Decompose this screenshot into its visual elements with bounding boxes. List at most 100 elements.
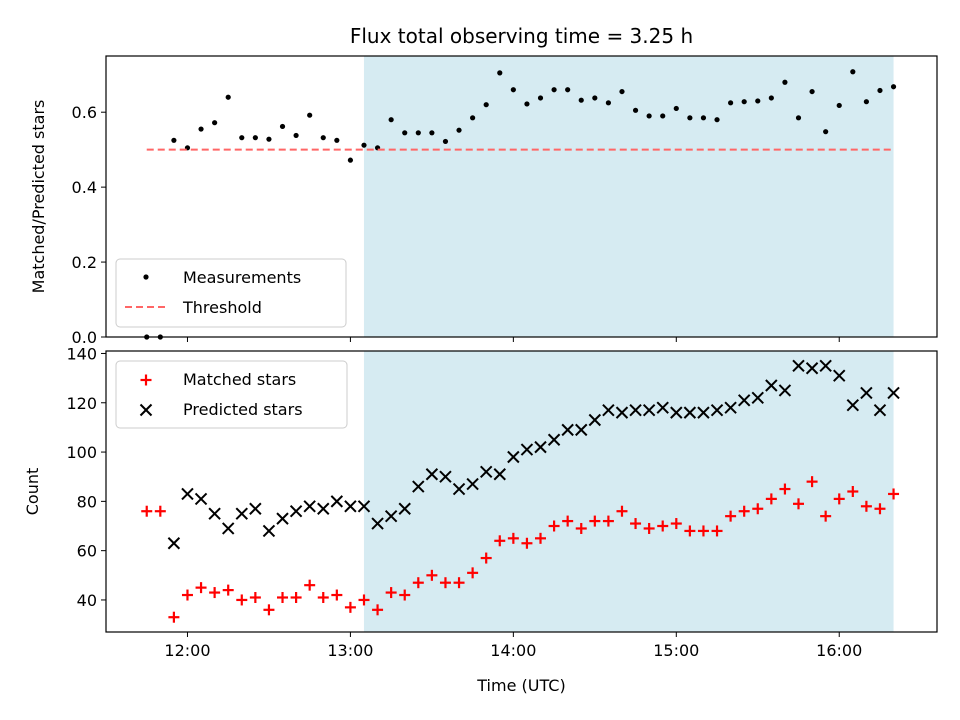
measurement-point	[402, 130, 408, 136]
cross-marker-b	[479, 465, 493, 478]
matched-star-point	[725, 510, 737, 522]
measurement-point	[714, 117, 720, 123]
predicted-star-point	[330, 495, 344, 508]
predicted-star-point	[670, 406, 683, 419]
matched-star-point	[358, 594, 370, 606]
predicted-star-point	[412, 480, 425, 493]
cross-marker-b	[547, 433, 561, 446]
matched-star-point	[562, 515, 574, 527]
cross-marker-b	[181, 487, 194, 501]
count-y-axis-label: Count	[23, 468, 42, 516]
predicted-star-point	[575, 423, 588, 437]
cross-marker-b	[737, 394, 751, 407]
count-panel-y-ticks: 40 60 80 100 120 140	[66, 344, 106, 610]
y-tick-label: 120	[66, 394, 97, 413]
matched-star-point	[806, 476, 818, 488]
predicted-star-point	[384, 509, 398, 523]
measurement-point	[334, 137, 340, 143]
measurements-series	[144, 69, 897, 340]
cross-marker-b	[724, 401, 737, 414]
matched-star-point	[630, 518, 642, 530]
legend-matched-marker	[140, 374, 152, 386]
y-tick-label: 40	[77, 591, 97, 610]
matched-star-point	[209, 587, 221, 599]
matched-star-point	[535, 532, 547, 544]
matched-star-point	[521, 537, 533, 549]
cross-marker-b	[221, 522, 235, 535]
chart-title: Flux total observing time = 3.25 h	[350, 24, 693, 48]
predicted-star-point	[792, 359, 805, 372]
matched-star-point	[507, 532, 519, 544]
cross-marker-b	[344, 500, 357, 513]
matched-star-point	[670, 518, 682, 530]
measurement-point	[442, 138, 449, 145]
cross-marker-b	[425, 468, 439, 481]
cross-marker-b	[303, 500, 316, 513]
cross-marker-b	[208, 507, 221, 520]
predicted-star-point	[873, 403, 887, 417]
predicted-star-point	[439, 470, 452, 483]
cross-marker-b	[235, 507, 248, 520]
measurement-point	[660, 113, 666, 119]
legend-matched-label: Matched stars	[183, 370, 296, 389]
matched-star-point	[141, 505, 153, 517]
matched-star-point	[616, 505, 628, 517]
cross-marker-b	[384, 509, 398, 523]
measurement-point	[198, 126, 204, 132]
cross-marker-b	[520, 443, 534, 456]
predicted-star-point	[194, 492, 208, 506]
predicted-star-point	[710, 403, 724, 417]
predicted-star-point	[778, 384, 792, 397]
predicted-star-point	[249, 502, 262, 515]
matched-star-point	[290, 591, 302, 603]
matched-star-point	[426, 569, 438, 581]
cross-marker-b	[357, 500, 371, 513]
predicted-star-point	[805, 362, 819, 375]
measurement-point	[850, 69, 856, 75]
measurement-point	[239, 135, 245, 141]
predicted-star-point	[262, 524, 276, 538]
measurement-point	[741, 99, 747, 105]
matched-star-point	[874, 503, 886, 515]
cross-marker-b	[833, 369, 846, 382]
ratio-panel-x-ticks	[186, 337, 840, 342]
measurement-point	[700, 115, 707, 121]
predicted-star-point	[452, 482, 466, 496]
legend-threshold-label: Threshold	[182, 298, 262, 317]
matched-star-point	[847, 486, 859, 497]
predicted-star-point	[629, 403, 642, 417]
matched-star-point	[236, 594, 248, 606]
count-legend: Matched stars Predicted stars	[115, 360, 348, 429]
cross-marker-b	[697, 406, 710, 419]
observing-time-span	[363, 56, 894, 337]
predicted-star-point	[221, 522, 235, 535]
matched-star-point	[820, 510, 832, 522]
matched-star-point	[195, 582, 207, 594]
matched-star-point	[372, 604, 384, 616]
x-tick-label: 12:00	[164, 641, 210, 660]
measurement-point	[537, 95, 544, 101]
predicted-star-point	[493, 468, 506, 481]
predicted-star-point	[520, 443, 534, 456]
cross-marker-b	[412, 480, 425, 493]
measurement-point	[483, 102, 489, 108]
measurement-point	[890, 84, 897, 90]
predicted-star-point	[833, 369, 846, 382]
measurement-point	[863, 99, 869, 105]
matched-star-point	[684, 525, 696, 537]
matched-star-point	[222, 584, 234, 596]
predicted-star-point	[737, 394, 751, 407]
legend-cross-glyph	[139, 403, 153, 417]
matched-star-point	[711, 525, 723, 537]
predicted-star-point	[466, 477, 479, 491]
measurement-point	[809, 88, 815, 95]
measurement-point	[524, 101, 530, 107]
count-panel-x-ticks: 12:00 13:00 14:00 15:00 16:00	[164, 632, 862, 660]
predicted-stars-series	[167, 359, 900, 550]
matched-star-point	[277, 591, 289, 603]
matched-star-point	[697, 525, 709, 537]
predicted-star-point	[181, 487, 194, 501]
predicted-star-point	[547, 433, 561, 446]
matched-star-point	[548, 520, 560, 532]
x-axis-label: Time (UTC)	[476, 676, 565, 695]
